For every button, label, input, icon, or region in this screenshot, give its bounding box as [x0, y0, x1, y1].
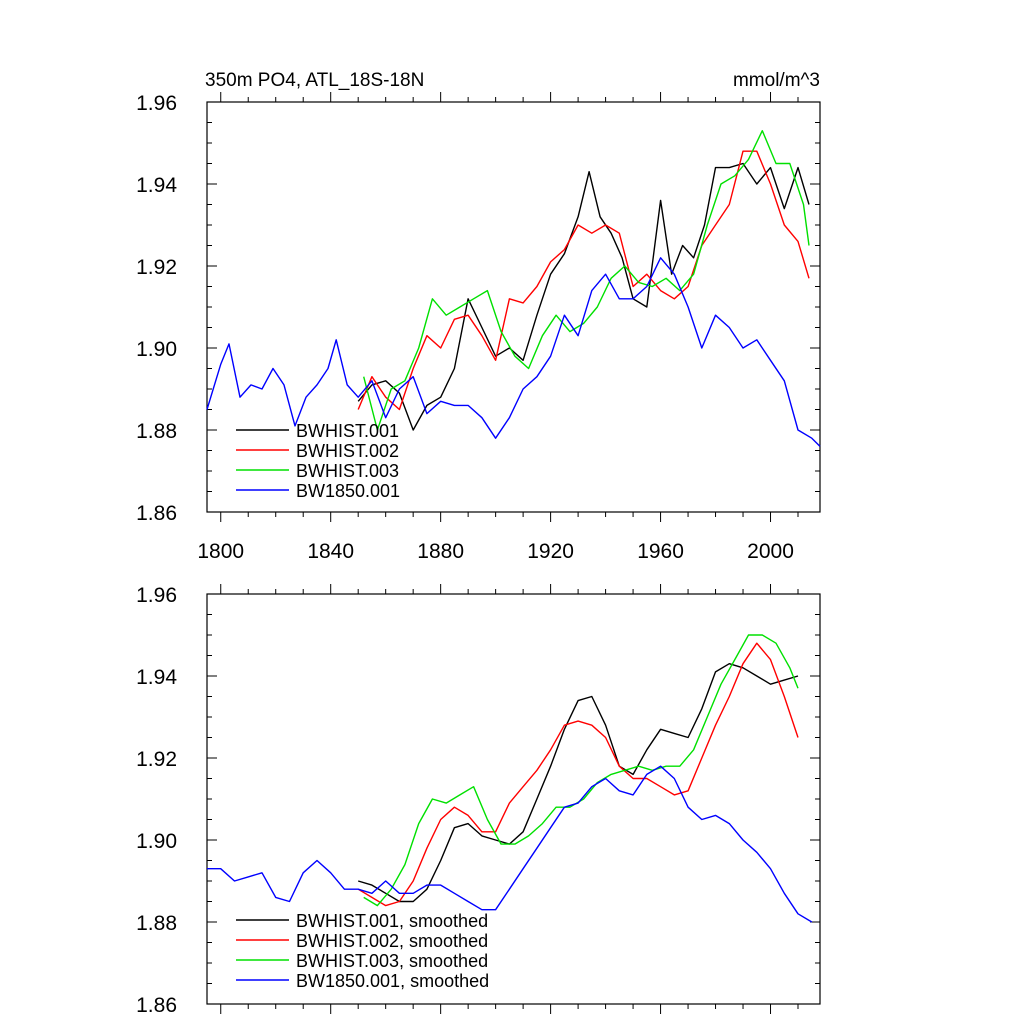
- x-tick-label: 1960: [637, 540, 684, 563]
- series-line-3: [363, 634, 799, 907]
- legend-label: BWHIST.003, smoothed: [296, 951, 488, 971]
- y-tick-label: 1.96: [136, 92, 177, 115]
- legend-label: BW1850.001: [296, 481, 400, 501]
- y-tick-label: 1.90: [136, 830, 177, 853]
- y-tick-label: 1.86: [136, 994, 177, 1017]
- series-line-3: [363, 129, 810, 431]
- y-tick-label: 1.92: [136, 256, 177, 279]
- legend-label: BW1850.001, smoothed: [296, 971, 489, 991]
- y-tick-label: 1.88: [136, 912, 177, 935]
- series-line-1: [357, 663, 799, 903]
- chart-title: 350m PO4, ATL_18S-18N: [205, 70, 424, 91]
- chart-units: mmol/m^3: [733, 70, 820, 91]
- y-tick-label: 1.96: [136, 584, 177, 607]
- y-tick-label: 1.90: [136, 338, 177, 361]
- legend-label: BWHIST.002: [296, 441, 399, 461]
- legend-label: BWHIST.003: [296, 461, 399, 481]
- legend-label: BWHIST.002, smoothed: [296, 931, 488, 951]
- series-line-2: [357, 642, 799, 907]
- legend-label: BWHIST.001, smoothed: [296, 911, 488, 931]
- x-tick-label: 1840: [307, 540, 354, 563]
- y-tick-label: 1.86: [136, 502, 177, 525]
- series-line-1: [357, 162, 810, 431]
- x-tick-label: 1880: [417, 540, 464, 563]
- y-tick-label: 1.94: [136, 666, 177, 689]
- y-tick-label: 1.88: [136, 420, 177, 443]
- x-tick-label: 2000: [747, 540, 794, 563]
- chart-panel-1: 1.86 1.88 1.90 1.92 1.94 1.96 1800 1840 1880 1920…: [136, 70, 821, 563]
- series-line-4: [207, 765, 813, 923]
- x-tick-label: 1920: [527, 540, 574, 563]
- y-tick-label: 1.94: [136, 174, 177, 197]
- x-tick-label: 1800: [197, 540, 244, 563]
- y-tick-label: 1.92: [136, 748, 177, 771]
- legend-label: BWHIST.001: [296, 421, 399, 441]
- chart-panel-2: 1.86 1.88 1.90 1.92 1.94 1.96 BWHIST.001, smoo…: [136, 584, 821, 1017]
- series-line-2: [357, 150, 810, 411]
- series-line-4: [206, 257, 821, 447]
